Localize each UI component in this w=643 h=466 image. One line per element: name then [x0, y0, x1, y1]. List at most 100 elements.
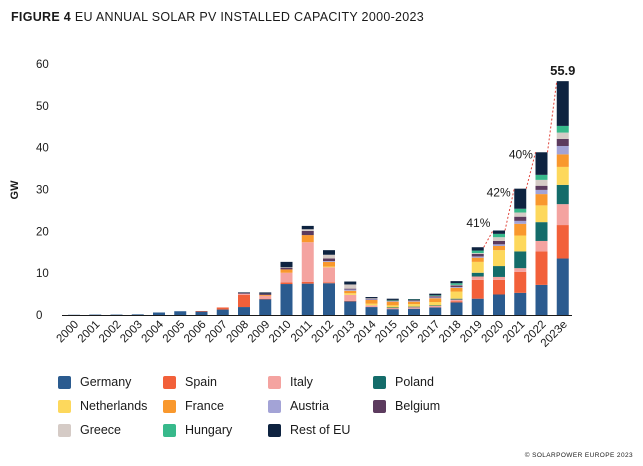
bar-segment-netherlands: [365, 303, 378, 306]
stacked-bar-chart: GW01020304050602000200120022003200420052…: [9, 59, 575, 350]
x-tick-label: 2003: [118, 319, 145, 346]
bar-segment-poland: [408, 306, 420, 308]
bar-segment-spain: [514, 271, 527, 293]
bar-segment-hungary: [386, 299, 399, 301]
bar-segment-spain: [493, 279, 505, 295]
x-tick-label: 2000: [55, 319, 82, 346]
bar-segment-france: [535, 194, 548, 206]
bar-segment-italy: [429, 305, 442, 308]
bar-segment-austria: [323, 261, 335, 262]
legend-swatch: [373, 399, 386, 413]
bar-segment-netherlands: [344, 293, 357, 295]
legend-label: Hungary: [185, 423, 233, 437]
bar-segment-hungary: [429, 295, 442, 296]
bar-segment-belgium: [301, 230, 314, 236]
bar-segment-austria: [365, 299, 378, 300]
bar-segment-poland: [386, 307, 399, 309]
bar-segment-hungary: [471, 250, 484, 254]
bar-segment-spain: [301, 281, 314, 284]
bar-segment-poland: [535, 222, 548, 241]
bar-segment-netherlands: [386, 305, 399, 308]
bar-segment-france: [408, 301, 420, 305]
x-tick-label: 2006: [182, 319, 209, 346]
bar-segment-france: [344, 290, 357, 294]
legend-item-belgium: Belgium: [373, 399, 440, 413]
bar-segment-germany: [514, 292, 527, 315]
bar-segment-netherlands: [450, 291, 463, 299]
bar-segment-poland: [450, 298, 463, 300]
bar-segment-belgium: [514, 216, 527, 221]
bar-segment-rest-of-eu: [429, 293, 442, 296]
bar-segment-germany: [408, 308, 420, 315]
bar-segment-belgium: [344, 288, 357, 290]
growth-annotation: 42%: [487, 186, 511, 200]
bar-segment-netherlands: [471, 261, 484, 273]
bar-segment-greece: [280, 267, 293, 268]
y-axis-label: GW: [9, 180, 21, 200]
bar-segment-rest-of-eu: [556, 81, 569, 126]
bar-segment-belgium: [386, 300, 399, 301]
bar-segment-spain: [323, 282, 335, 284]
bar-segment-greece: [429, 295, 442, 297]
bar-segment-rest-of-eu: [471, 247, 484, 251]
bar-segment-rest-of-eu: [323, 250, 335, 255]
bar-segment-belgium: [259, 293, 272, 295]
bar-segment-belgium: [365, 298, 378, 300]
x-tick-label: 2004: [140, 318, 167, 345]
bar-segment-netherlands: [514, 235, 527, 252]
x-tick-label: 2014: [352, 318, 379, 345]
legend-label: Rest of EU: [290, 423, 351, 437]
bar-segment-germany: [386, 309, 399, 315]
bar-segment-greece: [493, 237, 505, 241]
bar-segment-germany: [153, 312, 165, 315]
bar-segment-netherlands: [429, 302, 442, 306]
bar-segment-poland: [556, 184, 569, 205]
bar-segment-germany: [195, 311, 208, 315]
bar-segment-france: [514, 223, 527, 236]
bar-segment-france: [556, 154, 569, 167]
bar-segment-greece: [450, 284, 463, 286]
growth-dashed-line: [547, 81, 558, 153]
legend-swatch: [163, 423, 176, 437]
bar-segment-spain: [535, 251, 548, 285]
growth-dashed-line: [483, 230, 494, 248]
legend-swatch: [268, 399, 281, 413]
bar-segment-austria: [429, 297, 442, 299]
legend-swatch: [58, 423, 71, 437]
bar-segment-france: [365, 299, 378, 304]
legend-swatch: [58, 399, 71, 413]
x-tick-label: 2017: [416, 319, 443, 346]
bar-segment-rest-of-eu: [535, 152, 548, 175]
bar-segment-hungary: [493, 233, 505, 238]
bar-segment-italy: [493, 276, 505, 280]
bar-segment-france: [323, 261, 335, 267]
legend-item-netherlands: Netherlands: [58, 399, 147, 413]
bar-segment-italy: [323, 267, 335, 283]
bar-segment-germany: [535, 284, 548, 315]
bar-segment-rest-of-eu: [450, 281, 463, 284]
bar-segment-poland: [471, 272, 484, 277]
bar-segment-germany: [323, 283, 335, 315]
bar-segment-greece: [514, 212, 527, 217]
bar-segment-belgium: [238, 292, 250, 294]
legend-label: Italy: [290, 375, 313, 389]
bar-segment-rest-of-eu: [344, 281, 357, 285]
bar-segment-germany: [365, 307, 378, 315]
x-tick-label: 2010: [267, 319, 294, 346]
bar-segment-spain: [471, 279, 484, 299]
bar-segment-rest-of-eu: [280, 261, 293, 268]
x-tick-label: 2021: [501, 319, 528, 346]
x-tick-label: 2012: [310, 319, 337, 346]
bar-segment-netherlands: [556, 166, 569, 185]
bar-segment-austria: [408, 300, 420, 302]
figure-title-text: EU ANNUAL SOLAR PV INSTALLED CAPACITY 20…: [74, 10, 425, 24]
bar-segment-greece: [301, 229, 314, 231]
bar-segment-italy: [514, 268, 527, 272]
legend-item-rest-of-eu: Rest of EU: [268, 423, 350, 437]
bar-segment-italy: [450, 299, 463, 302]
bar-segment-belgium: [280, 267, 293, 270]
growth-dashed-line: [504, 188, 515, 231]
bar-segment-germany: [429, 307, 442, 315]
legend-item-italy: Italy: [268, 375, 313, 389]
bar-segment-rest-of-eu: [386, 298, 399, 300]
